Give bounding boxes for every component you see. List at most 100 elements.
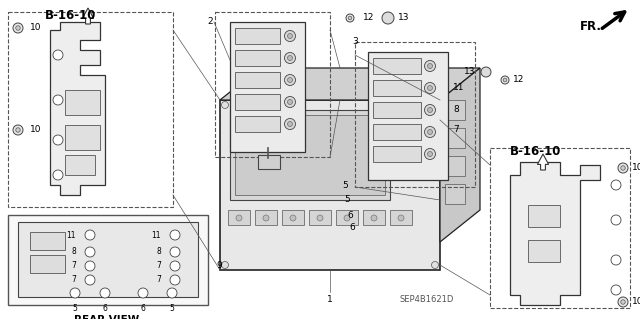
Circle shape — [285, 75, 296, 85]
Circle shape — [428, 130, 433, 135]
Text: 5: 5 — [72, 304, 77, 313]
Circle shape — [85, 261, 95, 271]
Circle shape — [263, 215, 269, 221]
Circle shape — [221, 262, 228, 269]
Circle shape — [428, 63, 433, 69]
Bar — [235, 28, 280, 44]
Bar — [30, 232, 65, 250]
Circle shape — [400, 125, 410, 135]
Bar — [528, 240, 560, 262]
Polygon shape — [510, 162, 600, 305]
Text: 11: 11 — [67, 231, 76, 240]
Bar — [65, 125, 100, 150]
Circle shape — [285, 53, 296, 63]
Circle shape — [167, 288, 177, 298]
Text: 7: 7 — [71, 276, 76, 285]
Text: 2: 2 — [207, 18, 213, 26]
Circle shape — [424, 149, 435, 160]
Circle shape — [424, 83, 435, 93]
Circle shape — [431, 262, 438, 269]
Bar — [228, 210, 250, 225]
Polygon shape — [538, 154, 548, 170]
Circle shape — [85, 247, 95, 257]
Circle shape — [611, 180, 621, 190]
Text: 12: 12 — [513, 76, 524, 85]
Text: B-16-10: B-16-10 — [45, 9, 97, 22]
Circle shape — [290, 215, 296, 221]
Circle shape — [170, 261, 180, 271]
Bar — [235, 72, 280, 88]
Circle shape — [236, 215, 242, 221]
Circle shape — [398, 215, 404, 221]
Text: 10: 10 — [30, 125, 42, 135]
Bar — [445, 128, 465, 148]
Circle shape — [85, 275, 95, 285]
Bar — [258, 155, 280, 169]
Text: 7: 7 — [71, 262, 76, 271]
Bar — [390, 210, 412, 225]
Circle shape — [13, 125, 23, 135]
Circle shape — [501, 76, 509, 84]
Circle shape — [287, 122, 292, 127]
Circle shape — [285, 118, 296, 130]
Circle shape — [287, 56, 292, 61]
Circle shape — [348, 16, 352, 20]
Bar — [230, 110, 390, 200]
Circle shape — [53, 170, 63, 180]
Circle shape — [85, 230, 95, 240]
Bar — [255, 210, 277, 225]
Circle shape — [618, 297, 628, 307]
Circle shape — [170, 275, 180, 285]
Bar — [368, 52, 448, 180]
Circle shape — [287, 100, 292, 105]
Bar — [235, 116, 280, 132]
Text: REAR VIEW: REAR VIEW — [74, 315, 140, 319]
Circle shape — [428, 108, 433, 113]
Circle shape — [400, 169, 410, 179]
Circle shape — [621, 166, 625, 170]
Text: 7: 7 — [453, 125, 459, 135]
Text: 5: 5 — [344, 196, 350, 204]
Circle shape — [16, 26, 20, 30]
Circle shape — [428, 85, 433, 91]
Text: 5: 5 — [170, 304, 175, 313]
Text: 1: 1 — [327, 295, 333, 304]
Bar — [30, 255, 65, 273]
Bar — [336, 210, 358, 225]
Polygon shape — [83, 8, 93, 24]
Circle shape — [611, 215, 621, 225]
Text: 10: 10 — [632, 298, 640, 307]
Text: 11: 11 — [152, 231, 161, 240]
Circle shape — [431, 101, 438, 108]
Text: 10: 10 — [632, 164, 640, 173]
Text: 7: 7 — [156, 276, 161, 285]
Polygon shape — [220, 68, 480, 100]
Text: 6: 6 — [102, 304, 108, 313]
Text: 10: 10 — [30, 24, 42, 33]
Text: 6: 6 — [348, 211, 353, 219]
Text: 9: 9 — [216, 261, 222, 270]
Circle shape — [16, 128, 20, 132]
Bar — [373, 146, 421, 162]
Circle shape — [400, 147, 410, 157]
Bar — [363, 210, 385, 225]
Circle shape — [285, 97, 296, 108]
Text: 8: 8 — [156, 248, 161, 256]
Circle shape — [53, 135, 63, 145]
Circle shape — [100, 288, 110, 298]
Bar — [355, 42, 475, 187]
Circle shape — [424, 61, 435, 71]
Bar — [235, 50, 280, 66]
Circle shape — [611, 285, 621, 295]
Circle shape — [611, 255, 621, 265]
Bar — [373, 58, 421, 74]
Circle shape — [317, 215, 323, 221]
Text: 12: 12 — [363, 13, 374, 23]
Circle shape — [53, 50, 63, 60]
Circle shape — [371, 215, 377, 221]
Circle shape — [428, 152, 433, 157]
Bar — [282, 210, 304, 225]
Circle shape — [13, 23, 23, 33]
Circle shape — [346, 14, 354, 22]
Circle shape — [621, 300, 625, 304]
